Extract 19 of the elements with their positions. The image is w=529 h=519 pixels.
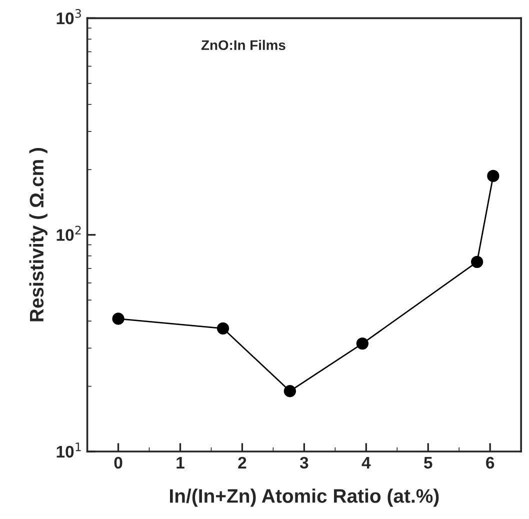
point — [216, 322, 230, 334]
x-axis-title: In/(In+Zn) Atomic Ratio (at.%) — [170, 488, 439, 507]
x-tick-label: 1 — [176, 457, 184, 468]
x-tick-label: 3 — [300, 456, 308, 469]
y-tick-label: 10$^{1}$ — [56, 442, 81, 458]
x-tick-label: 4 — [362, 457, 371, 468]
x-tick-label: 2 — [238, 456, 246, 468]
x-tick-label: 5 — [424, 457, 432, 469]
point — [487, 170, 500, 182]
point — [356, 337, 368, 350]
y-tick-label: 10$^{2}$ — [56, 226, 81, 241]
point — [112, 312, 124, 325]
x-tick-label: 0 — [114, 456, 122, 469]
annotation: ZnO:In Films — [201, 40, 286, 50]
point — [470, 256, 484, 268]
y-tick-label: 10$^{3}$ — [56, 9, 81, 24]
point — [284, 385, 296, 398]
y-axis-title: Resistivity ( Ω.cm ) — [29, 148, 48, 322]
x-tick-label: 6 — [486, 456, 494, 469]
